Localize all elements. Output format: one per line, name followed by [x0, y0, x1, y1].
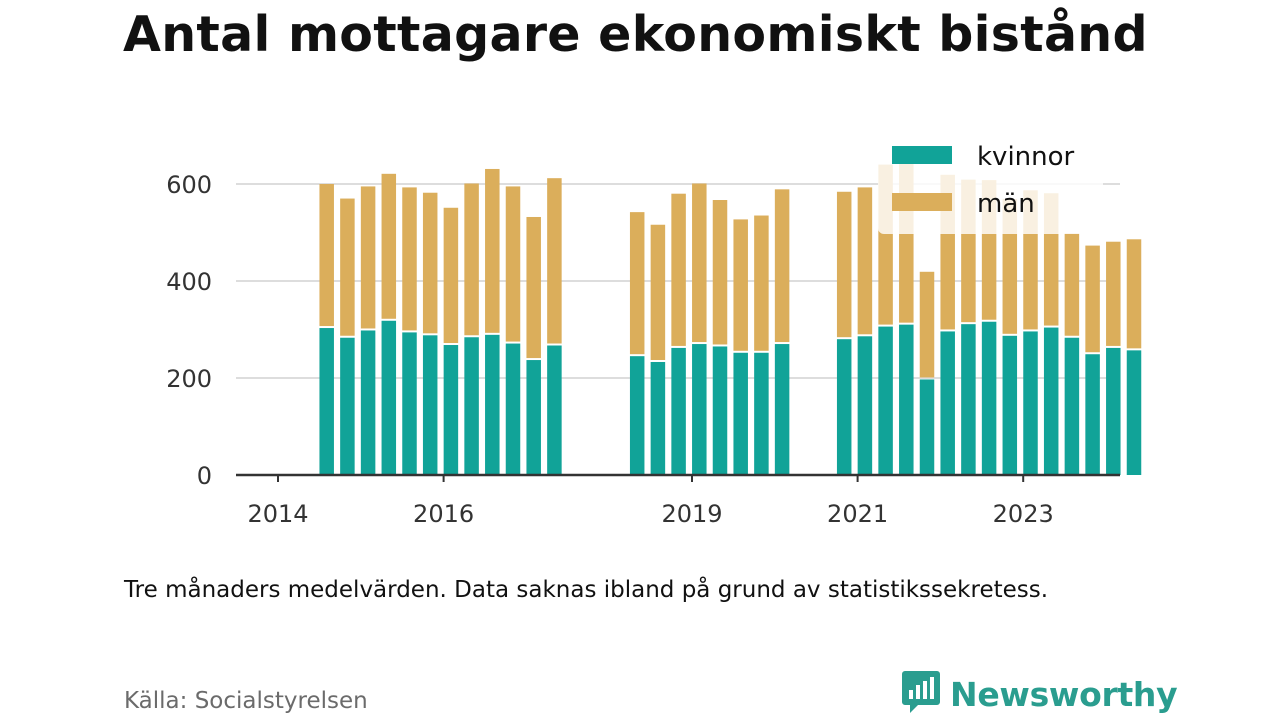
bar-kvinnor[interactable] — [422, 335, 438, 475]
bar-kvinnor[interactable] — [774, 344, 790, 475]
bar-man[interactable] — [547, 178, 562, 344]
bar-kvinnor[interactable] — [340, 337, 355, 475]
bar-kvinnor[interactable] — [1085, 354, 1100, 475]
legend-label: män — [977, 189, 1035, 219]
bar-man[interactable] — [836, 191, 852, 338]
bar-man[interactable] — [1085, 245, 1100, 353]
bar-man[interactable] — [650, 224, 666, 360]
bar-man[interactable] — [919, 271, 935, 378]
bar-kvinnor[interactable] — [671, 347, 686, 475]
bar-kvinnor[interactable] — [443, 345, 459, 475]
source-text: Källa: Socialstyrelsen — [124, 688, 368, 714]
bar-man[interactable] — [340, 198, 355, 336]
bar-man[interactable] — [526, 216, 541, 359]
bar-kvinnor[interactable] — [1064, 337, 1080, 475]
bar-kvinnor[interactable] — [1043, 327, 1059, 475]
bar-kvinnor[interactable] — [360, 330, 376, 475]
brand-name: Newsworthy — [950, 674, 1178, 714]
bar-kvinnor[interactable] — [319, 328, 334, 475]
bar-kvinnor[interactable] — [1126, 350, 1142, 475]
bar-kvinnor[interactable] — [526, 360, 541, 475]
bar-man[interactable] — [1064, 233, 1080, 336]
bar-kvinnor[interactable] — [836, 339, 852, 475]
bar-kvinnor[interactable] — [878, 326, 893, 475]
bar-man[interactable] — [360, 186, 376, 329]
newsworthy-logo-icon — [902, 671, 940, 717]
bar-man[interactable] — [857, 187, 873, 335]
bar-man[interactable] — [1106, 241, 1121, 346]
bar-kvinnor[interactable] — [981, 321, 997, 475]
brand-logo[interactable]: Newsworthy — [902, 671, 1178, 717]
x-tick-label: 2016 — [413, 500, 474, 528]
y-tick-label: 600 — [166, 171, 212, 199]
bar-kvinnor[interactable] — [650, 361, 666, 475]
y-tick-label: 200 — [166, 365, 212, 393]
bar-man[interactable] — [443, 207, 459, 344]
bar-kvinnor[interactable] — [381, 320, 397, 475]
bar-kvinnor[interactable] — [733, 352, 748, 475]
bar-kvinnor[interactable] — [712, 346, 728, 475]
bar-kvinnor[interactable] — [940, 331, 955, 475]
bar-kvinnor[interactable] — [919, 379, 935, 475]
bar-man[interactable] — [381, 173, 397, 319]
axes: 0 200 400 600 2014 2016 2019 2021 2023 — [166, 171, 1120, 528]
bar-kvinnor[interactable] — [629, 356, 645, 475]
y-tick-label: 0 — [197, 462, 212, 490]
bar-kvinnor[interactable] — [1106, 347, 1121, 475]
x-tick-label: 2021 — [827, 500, 888, 528]
bar-kvinnor[interactable] — [961, 324, 976, 475]
bar-kvinnor[interactable] — [505, 343, 521, 475]
x-tick-label: 2023 — [993, 500, 1054, 528]
bar-man[interactable] — [1126, 239, 1142, 349]
bar-kvinnor[interactable] — [464, 337, 479, 475]
chart-caption: Tre månaders medelvärden. Data saknas ib… — [124, 577, 1049, 603]
bar-man[interactable] — [464, 183, 479, 336]
bar-man[interactable] — [402, 187, 417, 331]
bar-kvinnor[interactable] — [547, 345, 562, 475]
bar-man[interactable] — [485, 168, 500, 333]
chart-title: Antal mottagare ekonomiskt bistånd — [123, 6, 1148, 63]
bar-man[interactable] — [319, 184, 334, 327]
legend-label: kvinnor — [977, 142, 1075, 172]
bar-man[interactable] — [629, 212, 645, 355]
bar-man[interactable] — [692, 183, 707, 343]
x-tick-label: 2019 — [661, 500, 722, 528]
bar-man[interactable] — [733, 219, 748, 351]
bar-man[interactable] — [712, 200, 728, 345]
bar-kvinnor[interactable] — [692, 344, 707, 475]
bar-kvinnor[interactable] — [402, 332, 417, 475]
legend: kvinnor män — [878, 138, 1103, 234]
bar-man[interactable] — [671, 193, 686, 346]
y-tick-label: 400 — [166, 268, 212, 296]
bar-kvinnor[interactable] — [857, 336, 873, 475]
bar-man[interactable] — [774, 189, 790, 343]
bar-kvinnor[interactable] — [485, 334, 500, 475]
bar-kvinnor[interactable] — [1002, 335, 1018, 475]
legend-swatch[interactable] — [892, 146, 952, 164]
bar-kvinnor[interactable] — [754, 352, 769, 475]
bars — [319, 157, 1142, 475]
bar-man[interactable] — [754, 215, 769, 351]
bar-man[interactable] — [505, 186, 521, 342]
bar-man[interactable] — [422, 192, 438, 334]
bar-kvinnor[interactable] — [899, 324, 914, 475]
bar-kvinnor[interactable] — [1023, 331, 1038, 475]
legend-swatch[interactable] — [892, 193, 952, 211]
x-tick-label: 2014 — [247, 500, 308, 528]
